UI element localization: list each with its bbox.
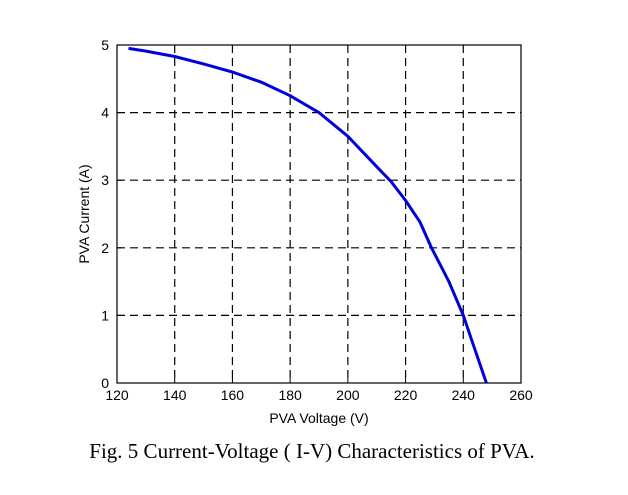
plot-frame <box>116 44 522 384</box>
y-tick-label: 4 <box>101 105 109 121</box>
x-tick-label: 260 <box>509 387 533 403</box>
x-tick-label: 200 <box>336 387 360 403</box>
x-tick-label: 220 <box>394 387 418 403</box>
x-tick-label: 240 <box>452 387 476 403</box>
x-tick-label: 120 <box>105 387 129 403</box>
y-tick-label: 2 <box>101 240 109 256</box>
ticks: 120 140 160 180 200 220 240 260 0 1 2 3 4 5 <box>101 37 533 403</box>
x-tick-label: 180 <box>278 387 302 403</box>
figure-caption: Fig. 5 Current-Voltage ( I-V) Characteri… <box>89 439 534 463</box>
y-tick-label: 1 <box>101 307 109 323</box>
y-axis-label: PVA Current (A) <box>76 164 92 263</box>
y-tick-label: 5 <box>101 37 109 53</box>
y-tick-label: 3 <box>101 172 109 188</box>
x-tick-label: 160 <box>221 387 245 403</box>
grid <box>117 45 521 383</box>
x-tick-label: 140 <box>163 387 187 403</box>
series-line <box>128 46 488 384</box>
y-tick-label: 0 <box>101 375 109 391</box>
x-axis-label: PVA Voltage (V) <box>269 410 368 426</box>
